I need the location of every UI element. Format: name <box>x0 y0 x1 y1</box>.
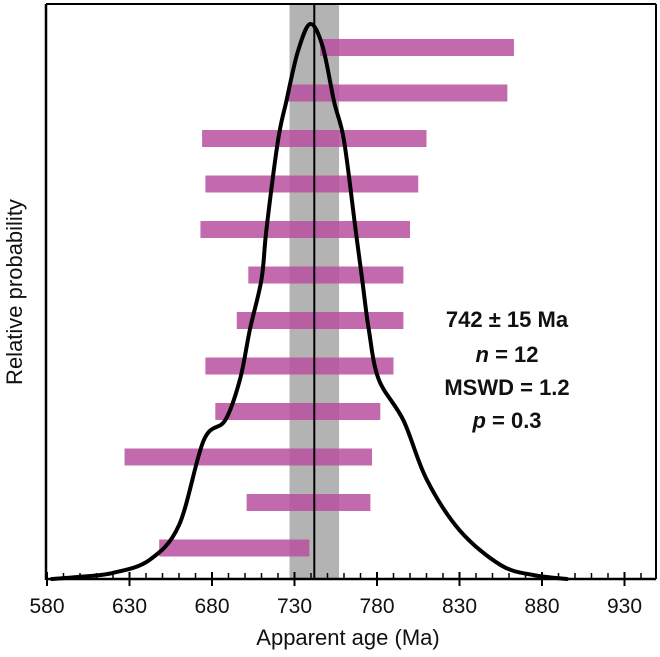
age-bar <box>320 39 514 56</box>
p-value: = 0.3 <box>486 408 542 433</box>
x-tick-label: 630 <box>112 595 147 618</box>
age-bar <box>205 175 419 193</box>
x-tick-label: 780 <box>359 595 394 618</box>
x-axis-ticks: 580 630 680 730 780 830 880 930 <box>29 572 642 618</box>
x-tick-label: 580 <box>29 595 64 618</box>
age-bar <box>124 448 373 466</box>
x-axis-title: Apparent age (Ma) <box>256 625 439 650</box>
n-count-label: n = 12 <box>476 342 539 367</box>
age-bar <box>236 312 404 329</box>
x-tick-label: 830 <box>442 595 477 618</box>
age-bar <box>246 494 371 511</box>
plot-frame <box>44 3 657 581</box>
age-bar <box>200 221 410 238</box>
n-value: = 12 <box>489 342 539 367</box>
x-tick-label: 930 <box>607 595 642 618</box>
age-bar <box>159 539 310 557</box>
n-symbol: n <box>476 342 489 367</box>
stats-annotation: 742 ± 15 Ma n = 12 MSWD = 1.2 p = 0.3 <box>444 307 569 433</box>
x-tick-label: 880 <box>524 595 559 618</box>
age-bar <box>287 84 508 102</box>
age-bar <box>215 403 381 420</box>
age-bar <box>248 266 404 284</box>
weighted-mean-age-label: 742 ± 15 Ma <box>446 307 569 332</box>
y-axis-title: Relative probability <box>2 199 27 385</box>
p-symbol: p <box>471 408 485 433</box>
age-bar <box>205 357 394 375</box>
probability-density-curve <box>49 22 569 581</box>
x-tick-label: 730 <box>277 595 312 618</box>
probability-curve-layer <box>49 22 569 581</box>
x-tick-label: 680 <box>194 595 229 618</box>
p-value-label: p = 0.3 <box>471 408 541 433</box>
mswd-label: MSWD = 1.2 <box>444 375 569 400</box>
